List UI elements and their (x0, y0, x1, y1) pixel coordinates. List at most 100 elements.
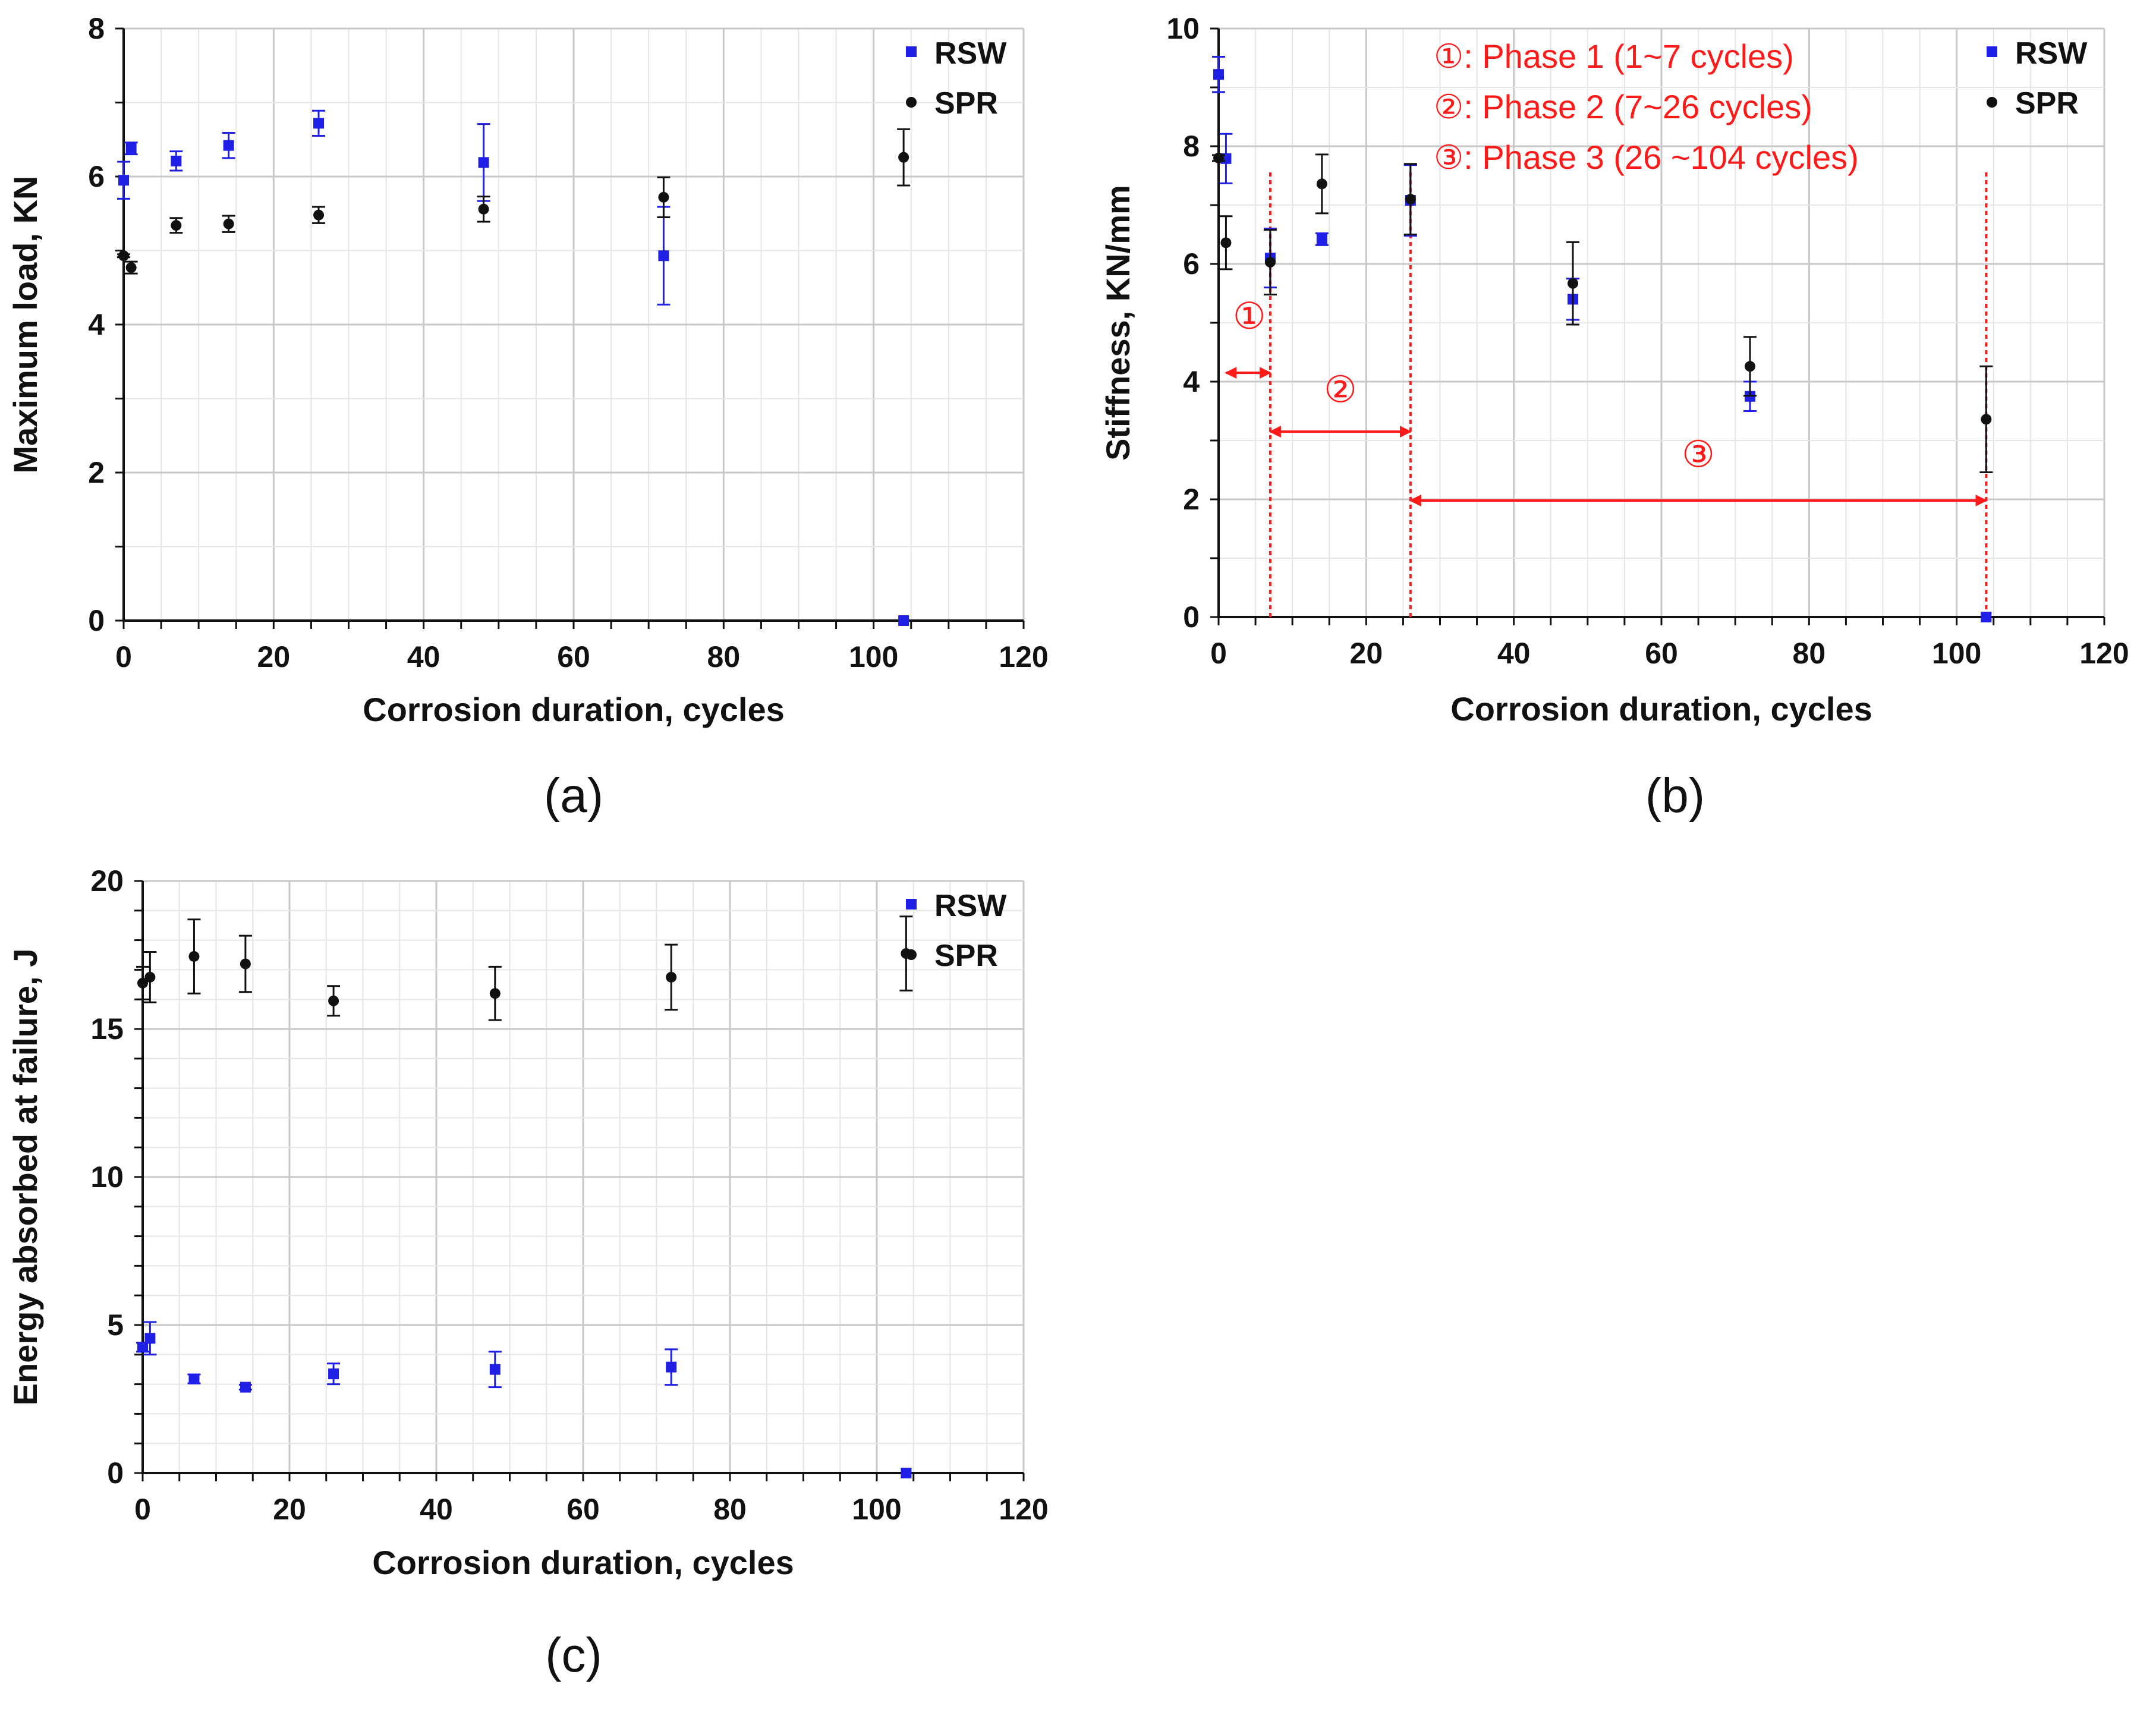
y-tick-label: 4 (88, 308, 105, 341)
y-axis-title: Stiffness, KN/mm (1099, 185, 1137, 461)
phase-number-label: ② (1324, 370, 1357, 411)
y-tick-label: 0 (1183, 600, 1200, 634)
x-tick-label: 0 (115, 640, 132, 674)
y-tick-label: 8 (88, 12, 105, 45)
y-tick-label: 5 (107, 1308, 124, 1342)
x-tick-label: 120 (999, 640, 1048, 674)
rsw-data-point (478, 157, 489, 168)
rsw-data-point (1981, 612, 1992, 622)
rsw-data-point (901, 1468, 912, 1478)
x-axis-title: Corrosion duration, cycles (363, 691, 785, 728)
y-tick-label: 10 (90, 1160, 124, 1194)
x-tick-label: 60 (566, 1493, 600, 1526)
phase-legend-entry: ②: Phase 2 (7~26 cycles) (1434, 88, 1812, 125)
legend-label-rsw: RSW (934, 889, 1007, 923)
rsw-data-point (171, 155, 182, 166)
spr-data-point (1220, 237, 1232, 248)
rsw-data-point (144, 1333, 156, 1344)
spr-data-point (1405, 194, 1416, 205)
y-tick-label: 15 (90, 1012, 124, 1046)
x-tick-label: 60 (557, 640, 590, 674)
spr-data-point (125, 262, 137, 273)
legend-rsw-marker (906, 46, 917, 57)
rsw-data-point (666, 1361, 677, 1373)
legend-label-spr: SPR (934, 939, 998, 973)
spr-data-point (1213, 152, 1224, 163)
rsw-data-point (223, 140, 234, 151)
x-tick-label: 20 (273, 1493, 306, 1526)
x-tick-label: 120 (2079, 637, 2129, 670)
spr-data-point (658, 191, 669, 203)
panel-label-b: (b) (1645, 769, 1705, 823)
x-tick-label: 20 (1350, 637, 1383, 670)
x-tick-label: 20 (257, 640, 291, 674)
x-tick-label: 40 (420, 1493, 453, 1526)
x-tick-label: 100 (849, 640, 898, 674)
phase-legend-entry: ①: Phase 1 (1~7 cycles) (1434, 37, 1794, 75)
y-tick-label: 2 (1183, 483, 1200, 516)
spr-data-point (478, 203, 489, 215)
y-tick-label: 6 (88, 160, 105, 193)
spr-data-point (1568, 278, 1578, 289)
panel-a-max-load-chart: 0 20 40 60 80 100 120 0 2 4 6 8 Corrosion duration, … (7, 12, 1049, 728)
spr-data-point (1264, 257, 1276, 268)
legend-label-spr: SPR (934, 86, 998, 121)
spr-data-point (144, 971, 156, 983)
spr-data-point (137, 977, 148, 989)
phase-number-label: ③ (1682, 435, 1715, 476)
panel-b-stiffness-chart: 0 20 40 60 80 100 120 0 2 4 6 8 10 Corrosion duration… (1099, 12, 2129, 728)
spr-data-point (898, 152, 909, 163)
spr-data-point (1745, 361, 1755, 372)
y-tick-label: 4 (1183, 365, 1200, 398)
spr-data-point (1316, 178, 1327, 190)
spr-data-point (223, 218, 234, 229)
x-tick-label: 0 (134, 1493, 151, 1526)
legend-spr-marker (906, 949, 917, 960)
spr-data-point (489, 988, 501, 999)
legend-rsw-marker (906, 899, 917, 910)
legend-label-spr: SPR (2015, 86, 2079, 121)
panel-label-a: (a) (544, 769, 603, 823)
x-tick-label: 100 (1932, 637, 1981, 670)
rsw-data-point (898, 615, 909, 626)
y-tick-label: 0 (107, 1456, 124, 1490)
spr-data-point (171, 220, 182, 231)
spr-data-point (240, 958, 251, 970)
y-tick-label: 6 (1183, 247, 1200, 281)
x-tick-label: 60 (1645, 637, 1678, 670)
spr-data-point (666, 971, 677, 983)
x-tick-label: 80 (707, 640, 741, 674)
x-tick-label: 40 (407, 640, 440, 674)
rsw-data-point (328, 1368, 339, 1380)
x-tick-label: 100 (852, 1493, 901, 1526)
x-axis-title: Corrosion duration, cycles (372, 1544, 794, 1581)
y-tick-label: 10 (1166, 12, 1200, 45)
legend-label-rsw: RSW (934, 36, 1007, 71)
x-tick-label: 80 (1793, 637, 1826, 670)
x-axis-title: Corrosion duration, cycles (1450, 690, 1872, 728)
y-axis-title: Energy absorbed at failure, J (7, 949, 44, 1406)
rsw-data-point (137, 1342, 148, 1353)
phase-number-label: ① (1233, 296, 1266, 337)
x-tick-label: 80 (713, 1493, 747, 1526)
spr-data-point (118, 250, 129, 262)
rsw-data-point (125, 143, 137, 154)
x-tick-label: 40 (1497, 637, 1531, 670)
panel-c-energy-chart: 0 20 40 60 80 100 120 0 5 10 15 20 Corrosion duratio… (7, 864, 1049, 1581)
spr-data-point (188, 951, 200, 962)
phase-legend-entry: ③: Phase 3 (26 ~104 cycles) (1434, 139, 1859, 176)
spr-data-point (328, 995, 339, 1006)
rsw-data-point (313, 118, 325, 129)
y-tick-label: 2 (88, 456, 105, 489)
rsw-data-point (1316, 234, 1327, 245)
y-tick-label: 8 (1183, 130, 1200, 163)
legend-spr-marker (1987, 97, 1997, 108)
rsw-data-point (188, 1373, 200, 1384)
x-tick-label: 120 (999, 1493, 1048, 1526)
rsw-data-point (240, 1381, 251, 1393)
spr-data-point (313, 209, 325, 221)
y-axis-title: Maximum load, KN (7, 176, 44, 474)
rsw-data-point (1213, 69, 1224, 80)
rsw-data-point (489, 1364, 501, 1375)
